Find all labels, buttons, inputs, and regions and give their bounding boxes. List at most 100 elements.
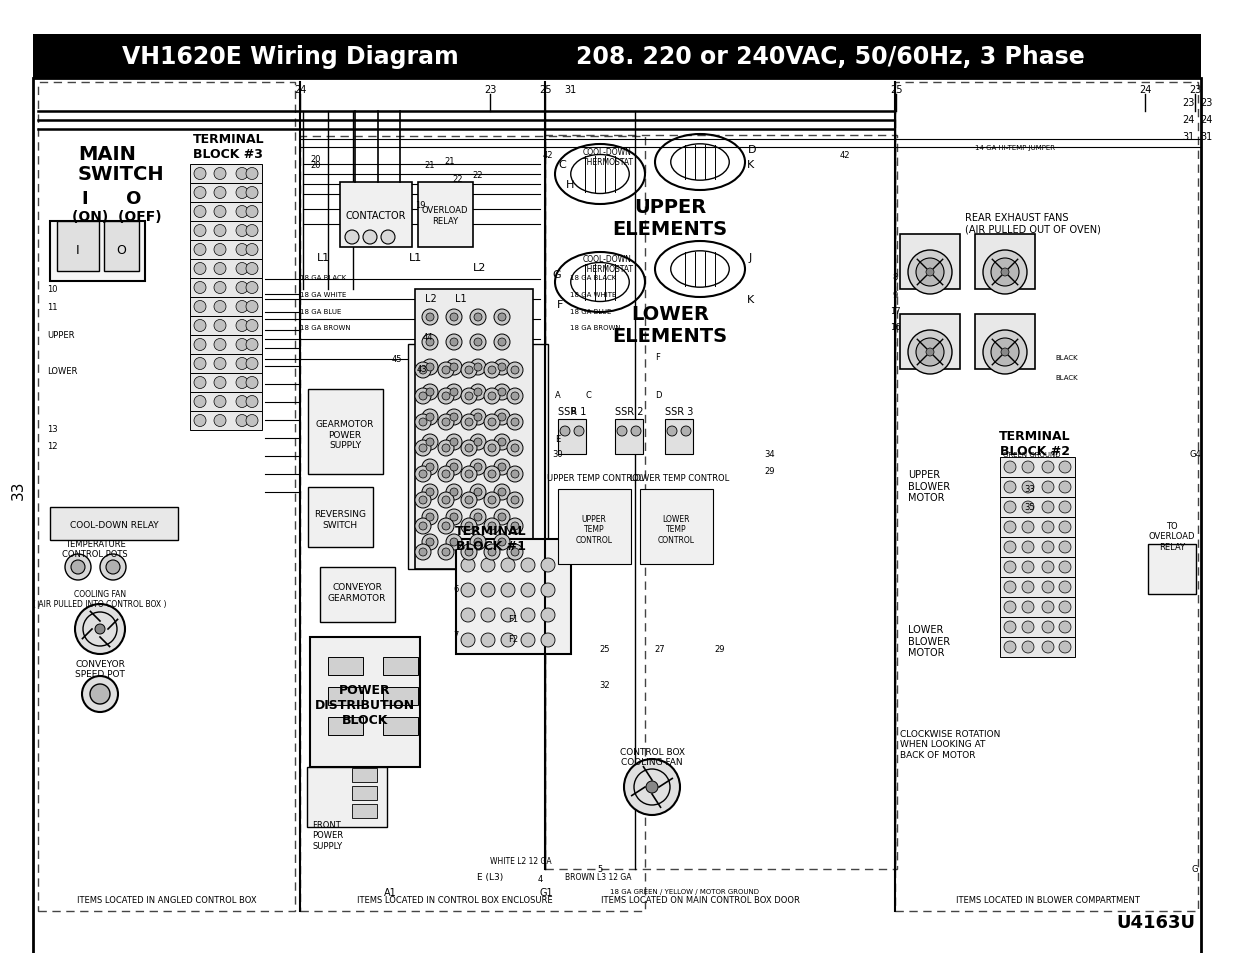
Circle shape bbox=[474, 338, 482, 347]
Bar bbox=[329, 718, 363, 735]
Circle shape bbox=[446, 310, 462, 326]
Text: C: C bbox=[558, 160, 566, 170]
Bar bbox=[190, 241, 262, 260]
Text: LOWER: LOWER bbox=[47, 367, 78, 376]
Circle shape bbox=[461, 467, 477, 482]
Circle shape bbox=[501, 558, 515, 573]
Circle shape bbox=[422, 510, 438, 525]
Circle shape bbox=[484, 389, 500, 405]
Circle shape bbox=[214, 225, 226, 237]
Text: 18 GA BLUE: 18 GA BLUE bbox=[571, 309, 611, 314]
Text: 44: 44 bbox=[422, 333, 433, 341]
Circle shape bbox=[508, 493, 522, 509]
Circle shape bbox=[442, 548, 450, 557]
Circle shape bbox=[382, 231, 395, 245]
Text: 24: 24 bbox=[1183, 115, 1195, 125]
Circle shape bbox=[65, 555, 91, 580]
Circle shape bbox=[194, 282, 206, 294]
Circle shape bbox=[438, 518, 454, 535]
Circle shape bbox=[494, 459, 510, 476]
Text: 34: 34 bbox=[764, 450, 776, 459]
Circle shape bbox=[446, 359, 462, 375]
Circle shape bbox=[474, 438, 482, 447]
Circle shape bbox=[426, 538, 433, 546]
Text: COOL-DOWN RELAY: COOL-DOWN RELAY bbox=[69, 521, 158, 530]
Circle shape bbox=[1058, 541, 1071, 554]
Text: SSR 2: SSR 2 bbox=[615, 407, 643, 416]
Circle shape bbox=[415, 440, 431, 456]
Circle shape bbox=[236, 339, 248, 351]
Circle shape bbox=[214, 301, 226, 314]
Text: SWITCH: SWITCH bbox=[78, 165, 164, 184]
Circle shape bbox=[1058, 561, 1071, 574]
Circle shape bbox=[541, 608, 555, 622]
Circle shape bbox=[1004, 461, 1016, 474]
Text: K: K bbox=[746, 160, 753, 170]
Circle shape bbox=[194, 416, 206, 427]
Circle shape bbox=[494, 359, 510, 375]
Text: F2: F2 bbox=[508, 635, 517, 644]
Circle shape bbox=[70, 560, 85, 575]
Bar bbox=[38, 83, 295, 911]
Circle shape bbox=[415, 415, 431, 431]
Circle shape bbox=[345, 231, 359, 245]
Circle shape bbox=[236, 282, 248, 294]
Circle shape bbox=[494, 435, 510, 451]
Text: MAIN: MAIN bbox=[78, 145, 136, 164]
Circle shape bbox=[246, 301, 258, 314]
Text: 13: 13 bbox=[47, 425, 58, 434]
Circle shape bbox=[419, 393, 427, 400]
Text: 20: 20 bbox=[311, 155, 321, 164]
Circle shape bbox=[446, 410, 462, 426]
Text: H: H bbox=[566, 180, 574, 190]
Circle shape bbox=[471, 510, 487, 525]
Circle shape bbox=[442, 471, 450, 478]
Circle shape bbox=[426, 338, 433, 347]
Circle shape bbox=[624, 760, 680, 815]
Circle shape bbox=[466, 393, 473, 400]
Text: 5: 5 bbox=[598, 864, 603, 874]
Circle shape bbox=[194, 206, 206, 218]
Circle shape bbox=[100, 555, 126, 580]
Circle shape bbox=[246, 320, 258, 333]
Text: ITEMS LOCATED IN ANGLED CONTROL BOX: ITEMS LOCATED IN ANGLED CONTROL BOX bbox=[78, 895, 257, 904]
Circle shape bbox=[541, 583, 555, 598]
Text: 11: 11 bbox=[47, 302, 58, 312]
Text: OVERLOAD
RELAY: OVERLOAD RELAY bbox=[421, 206, 468, 226]
Text: 32: 32 bbox=[600, 679, 610, 689]
Bar bbox=[352, 786, 377, 801]
Bar bbox=[190, 297, 262, 316]
Text: 18 GA GREEN / YELLOW / MOTOR GROUND: 18 GA GREEN / YELLOW / MOTOR GROUND bbox=[610, 888, 760, 894]
Circle shape bbox=[246, 416, 258, 427]
Circle shape bbox=[446, 385, 462, 400]
Text: K: K bbox=[746, 294, 753, 305]
Circle shape bbox=[450, 314, 458, 322]
Bar bbox=[417, 183, 473, 248]
Text: B: B bbox=[571, 407, 576, 416]
Circle shape bbox=[498, 389, 506, 396]
Circle shape bbox=[508, 415, 522, 431]
Circle shape bbox=[471, 359, 487, 375]
Text: 19: 19 bbox=[415, 200, 425, 210]
Circle shape bbox=[474, 364, 482, 372]
Circle shape bbox=[494, 310, 510, 326]
Circle shape bbox=[474, 414, 482, 421]
Circle shape bbox=[75, 604, 125, 655]
Bar bbox=[615, 419, 643, 455]
Circle shape bbox=[474, 514, 482, 521]
Circle shape bbox=[466, 522, 473, 531]
Circle shape bbox=[1023, 501, 1034, 514]
Text: UPPER TEMP CONTROL: UPPER TEMP CONTROL bbox=[547, 474, 643, 482]
Circle shape bbox=[498, 489, 506, 497]
Circle shape bbox=[488, 522, 496, 531]
Text: REVERSING
SWITCH: REVERSING SWITCH bbox=[314, 510, 366, 529]
Circle shape bbox=[480, 608, 495, 622]
Circle shape bbox=[1023, 561, 1034, 574]
Circle shape bbox=[1002, 269, 1009, 276]
Circle shape bbox=[1058, 581, 1071, 594]
Circle shape bbox=[446, 510, 462, 525]
Circle shape bbox=[438, 467, 454, 482]
Bar bbox=[190, 393, 262, 412]
Circle shape bbox=[214, 244, 226, 256]
Bar bbox=[1000, 517, 1074, 537]
